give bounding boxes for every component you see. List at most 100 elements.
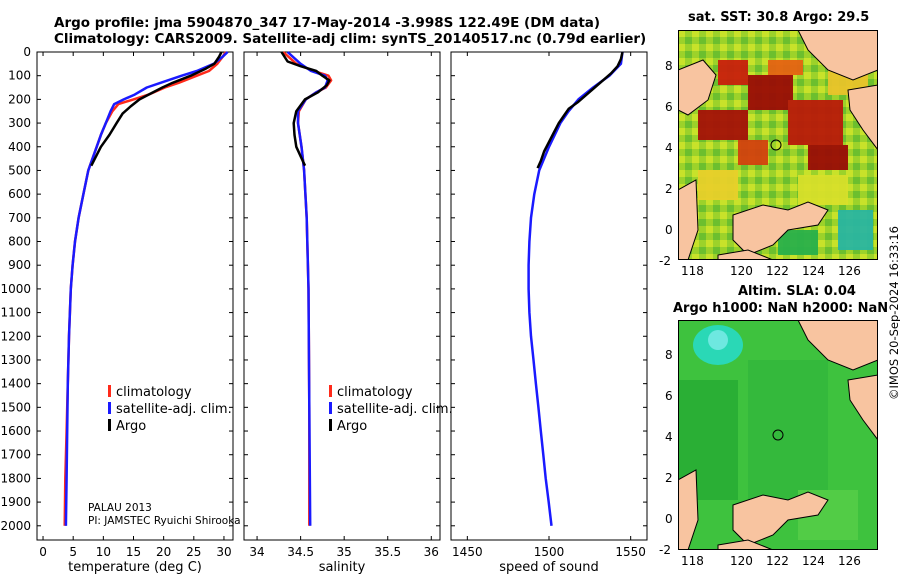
series-line-argo: [280, 51, 331, 167]
series-line-satellite-adj-clim: [527, 51, 624, 526]
ytick: -2: [659, 254, 671, 268]
sla-map-frame: [678, 320, 878, 550]
ytick: 4: [665, 141, 673, 155]
legend-label: climatology: [337, 385, 413, 400]
legend-satellite: satellite-adj. clim.: [329, 401, 453, 418]
xtick: 118: [681, 264, 704, 278]
ytick: 0: [665, 512, 673, 526]
x-tick-label: 10: [96, 545, 111, 559]
depth-tick-label: 1700: [0, 448, 31, 462]
sst-warm-patches: [698, 60, 873, 255]
sla-map-title1: Altim. SLA: 0.04: [738, 284, 856, 299]
depth-tick-label: 100: [8, 69, 31, 83]
ytick: 8: [665, 348, 673, 362]
legend-swatch-climatology: [329, 385, 332, 397]
depth-tick-label: 1300: [0, 353, 31, 367]
depth-tick-label: 1800: [0, 471, 31, 485]
x-axis-label: temperature (deg C): [68, 560, 202, 575]
depth-tick-label: 1400: [0, 377, 31, 391]
xtick: 120: [730, 554, 753, 568]
salinity-panel: 34 34.5 35 35.5 36 salinity: [243, 51, 441, 575]
x-tick-label: 34.5: [287, 545, 314, 559]
ytick: 4: [665, 430, 673, 444]
depth-tick-label: 300: [8, 116, 31, 130]
x-tick-label: 35: [337, 545, 352, 559]
legend-label: satellite-adj. clim.: [116, 402, 232, 417]
series-line-argo: [90, 51, 223, 167]
xtick: 118: [681, 554, 704, 568]
x-tick-label: 20: [156, 545, 171, 559]
sst-map: [678, 30, 878, 260]
plot-frame: [36, 51, 234, 541]
x-tick-label: 30: [216, 545, 231, 559]
xtick: 120: [730, 264, 753, 278]
legend-label: satellite-adj. clim.: [337, 402, 453, 417]
ytick: 0: [665, 223, 673, 237]
x-tick-label: 15: [126, 545, 141, 559]
legend-argo: Argo: [108, 418, 232, 435]
x-tick-label: 5: [69, 545, 77, 559]
x-tick-label: 0: [39, 545, 47, 559]
xtick: 126: [838, 554, 861, 568]
legend-label: Argo: [116, 419, 147, 434]
sst-map-frame: [678, 30, 878, 260]
x-tick-label: 36: [424, 545, 439, 559]
depth-tick-label: 600: [8, 187, 31, 201]
sst-map-title: sat. SST: 30.8 Argo: 29.5: [688, 10, 870, 25]
salinity-legend: climatology satellite-adj. clim. Argo: [329, 384, 453, 435]
legend-label: Argo: [337, 419, 368, 434]
series-line-climatology: [282, 51, 333, 526]
ytick: 2: [665, 182, 673, 196]
x-tick-label: 1550: [615, 545, 646, 559]
sla-land: [678, 320, 878, 550]
ytick: 2: [665, 471, 673, 485]
depth-tick-label: 800: [8, 235, 31, 249]
depth-tick-label: 700: [8, 211, 31, 225]
x-tick-label: 25: [186, 545, 201, 559]
legend-satellite: satellite-adj. clim.: [108, 401, 232, 418]
sst-land: [678, 30, 878, 260]
temperature-panel: 0100200300400500600700800900100011001200…: [0, 45, 234, 575]
x-tick-label: 1500: [534, 545, 565, 559]
temperature-legend: climatology satellite-adj. clim. Argo: [108, 384, 232, 435]
legend-swatch-argo: [329, 419, 332, 431]
platform-annotation: PALAU 2013 PI: JAMSTEC Ryuichi Shirooka: [88, 502, 241, 528]
sound-speed-panel: 1450 1500 1550 speed of sound: [450, 51, 648, 575]
xtick: 122: [766, 264, 789, 278]
imos-timestamp: ©IMOS 20-Sep-2024 16:33:16: [887, 226, 900, 400]
ytick: 6: [665, 100, 673, 114]
plot-frame: [450, 51, 648, 541]
sla-map: [678, 320, 878, 550]
xtick: 126: [838, 264, 861, 278]
depth-tick-label: 1000: [0, 282, 31, 296]
xtick: 124: [802, 264, 825, 278]
figure-title-line1: Argo profile: jma 5904870_347 17-May-201…: [54, 15, 601, 31]
depth-tick-label: 900: [8, 258, 31, 272]
ytick: 6: [665, 389, 673, 403]
argo-location-marker: [772, 429, 784, 441]
depth-tick-label: 1200: [0, 329, 31, 343]
ytick: -2: [659, 543, 671, 557]
depth-tick-label: 1500: [0, 400, 31, 414]
depth-tick-label: 1600: [0, 424, 31, 438]
xtick: 122: [766, 554, 789, 568]
legend-swatch-argo: [108, 419, 111, 431]
x-tick-label: 35.5: [374, 545, 401, 559]
legend-climatology: climatology: [108, 384, 232, 401]
annotation-line2: PI: JAMSTEC Ryuichi Shirooka: [88, 515, 241, 527]
depth-tick-label: 400: [8, 140, 31, 154]
series-line-satellite-adj-clim: [64, 51, 229, 526]
plot-frame: [243, 51, 441, 541]
x-axis-label: salinity: [319, 560, 366, 575]
legend-swatch-satellite: [108, 402, 111, 414]
depth-tick-label: 1900: [0, 495, 31, 509]
argo-location-marker: [770, 139, 782, 151]
figure-title-line2: Climatology: CARS2009. Satellite-adj cli…: [54, 31, 647, 47]
annotation-line1: PALAU 2013: [88, 502, 152, 514]
legend-swatch-satellite: [329, 402, 332, 414]
depth-tick-label: 500: [8, 163, 31, 177]
series-line-argo: [536, 51, 624, 169]
ytick: 8: [665, 59, 673, 73]
depth-tick-label: 1100: [0, 306, 31, 320]
